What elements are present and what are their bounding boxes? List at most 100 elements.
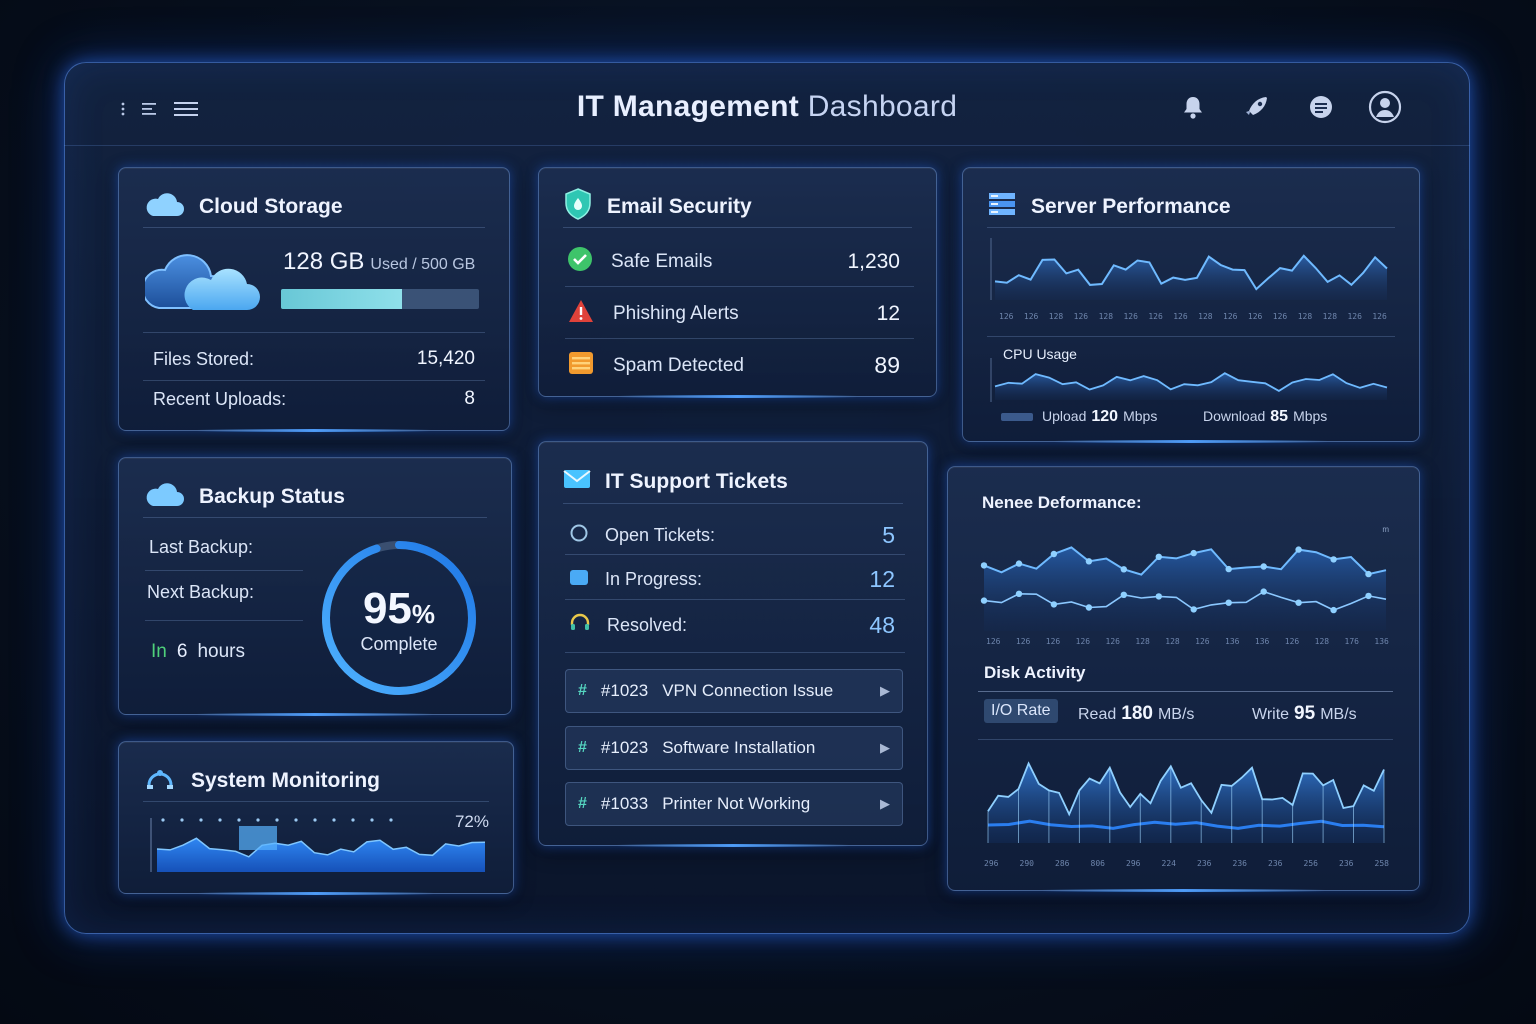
backup-progress-ring [322,541,476,695]
rocket-icon[interactable] [1240,90,1274,124]
tick-label: 126 [1195,637,1210,646]
tick-label: 128 [1297,312,1313,321]
backup-percent-label: Complete [360,634,438,654]
recent-uploads-label: Recent Uploads: [153,388,287,409]
upload-stat: Upload 120 Mbps [1001,408,1157,426]
ticket-row[interactable]: # #1023 Software Installation ▶ [565,726,903,770]
backup-percent-sign: % [411,599,436,629]
server-area [995,255,1387,300]
support-tickets-title: IT Support Tickets [605,469,788,493]
tick-label: 176 [1344,637,1359,646]
chart-point [1295,599,1302,606]
tick-label: 126 [1075,637,1091,646]
io-rate-badge[interactable]: I/O Rate [984,699,1058,723]
eta-in: In [151,641,167,662]
chart-point [1155,553,1162,560]
marker-dot [389,818,393,822]
hamburger-icon[interactable] [172,100,200,123]
cpu-area [995,373,1387,400]
ring-fill [322,541,476,695]
resolved-row: Resolved: 48 [569,612,895,639]
spam-detected-value: 89 [874,352,900,378]
server-axis-ticks: 126 126 128 126 128 126 126 126 128 126 126 126 128 1… [999,312,1387,321]
shield-icon [563,187,593,226]
chart-point [1365,570,1372,578]
divider [565,338,914,339]
ticket-row[interactable]: # #1033 Printer Not Working ▶ [565,782,903,826]
chart-point [1015,560,1023,567]
recent-uploads-value: 8 [464,388,475,409]
open-tickets-row: Open Tickets: 5 [569,522,895,549]
tick-label: 236 [1339,859,1354,868]
headset-icon [569,612,591,639]
download-value: 85 [1270,408,1289,425]
backup-percent: 95% [317,584,481,634]
ticket-title: Software Installation [662,738,816,757]
tick-label: 126 [1247,312,1263,321]
read-unit: MB/s [1157,706,1195,723]
monitoring-area [157,838,485,872]
tick-label: 126 [1148,312,1163,321]
tick-label: 126 [1372,312,1387,321]
spam-icon [567,350,595,381]
chart-point [1365,592,1372,600]
chart-point [1085,558,1093,565]
tick-label: 236 [1197,859,1212,868]
next-backup-label: Next Backup: [147,582,255,602]
divider [978,691,1393,692]
ticket-row[interactable]: # #1023 VPN Connection Issue ▶ [565,669,903,713]
marker-dot [237,818,241,822]
network-performance-title: Nenee Deformance: [982,493,1142,512]
email-security-panel: Email Security Safe Emails 1,230 Phishin… [538,167,937,398]
system-monitoring-chart [150,818,486,872]
bell-icon[interactable] [1176,90,1210,124]
divider [978,739,1393,740]
tick-label: 128 [1098,312,1114,321]
support-tickets-panel: IT Support Tickets Open Tickets: 5 In Pr… [538,441,928,847]
divider [145,570,303,571]
download-label: Download [1203,408,1266,424]
open-tickets-label: Open Tickets: [605,525,716,545]
divider [565,286,914,287]
network-axis-ticks: 126 126 126 126 126 128 128 126 136 136 126 128 176 1… [986,637,1389,646]
tick-label: 126 [1073,312,1089,321]
cpu-usage-label: CPU Usage [1003,346,1077,362]
warning-icon [567,298,595,329]
tick-label: 126 [1045,637,1061,646]
safe-emails-value: 1,230 [847,249,900,273]
tick-label: 136 [1374,637,1389,646]
list-icon[interactable] [140,101,158,122]
server-performance-chart [990,238,1388,300]
kebab-icon[interactable] [120,101,126,122]
cpu-usage-chart [990,358,1388,402]
title-bold: IT Management [576,90,800,123]
circle-outline-icon [569,523,589,548]
storage-progress-track [281,289,479,309]
dot-markers [161,818,393,822]
disk-activity-chart [987,761,1385,843]
upload-label: Upload [1042,408,1087,424]
ticket-title: VPN Connection Issue [662,681,834,700]
spam-detected-label: Spam Detected [613,354,744,376]
tick-label: 128 [1322,312,1338,321]
marker-dot [256,818,260,822]
tick-label: 126 [1223,312,1238,321]
marker-dot [313,818,317,822]
storage-usage: 128 GB Used / 500 GB [283,248,475,276]
divider [987,336,1395,337]
divider [143,380,485,381]
chart-point [1225,599,1232,606]
system-monitoring-panel: System Monitoring 72% [118,741,514,895]
tick-label: 128 [1135,637,1150,646]
user-icon[interactable] [1368,90,1402,124]
chart-point [980,562,988,569]
chat-icon[interactable] [1304,90,1338,124]
tick-label: 126 [999,312,1014,321]
chart-point [1050,550,1058,558]
tick-label: 136 [1225,637,1240,646]
ticket-id: #1023 [600,738,649,757]
download-stat: Download 85 Mbps [1203,408,1327,426]
divider [565,554,905,555]
resolved-value: 48 [869,612,895,638]
marker-dot [294,818,298,822]
